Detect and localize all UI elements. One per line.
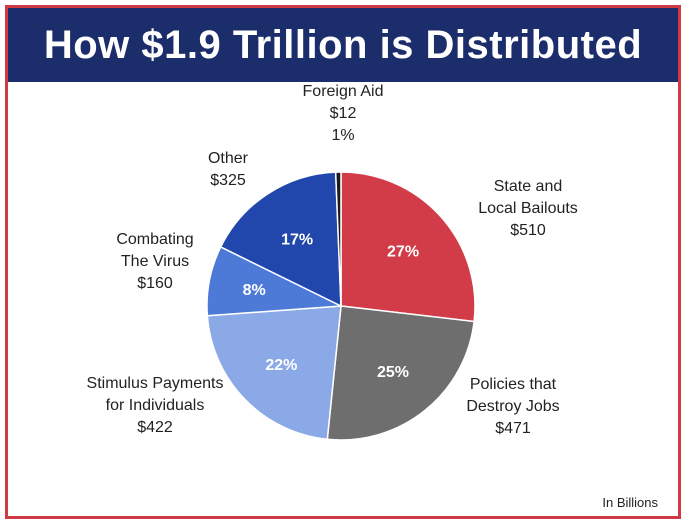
pie-slice-percent-2: 22% xyxy=(265,357,297,374)
pie-slice-4 xyxy=(219,171,342,308)
pie-slice-label-2: Stimulus Payments for Individuals $422 xyxy=(87,375,224,436)
pie-slice-percent-1: 25% xyxy=(377,364,409,381)
pie-slice-percent-0: 27% xyxy=(387,244,419,261)
pie-slice-percent-4: 17% xyxy=(281,232,313,249)
units-note: In Billions xyxy=(602,495,658,510)
pie-slice-1 xyxy=(326,305,475,441)
chart-title: How $1.9 Trillion is Distributed xyxy=(43,22,643,67)
pie-slice-2 xyxy=(206,305,342,441)
pie-slice-label-0: State and Local Bailouts $510 xyxy=(478,178,578,239)
pie-slice-5 xyxy=(334,171,342,307)
pie-slice-0 xyxy=(340,171,476,323)
pie-slice-label-4: Other $325 xyxy=(208,150,249,189)
pie-slice-label-3: Combating The Virus $160 xyxy=(116,231,193,292)
pie-slice-label-5: Foreign Aid $12 1% xyxy=(303,83,384,144)
pie-chart: 27% State and Local Bailouts $510 25% Policie… xyxy=(87,83,578,441)
title-bar: How $1.9 Trillion is Distributed xyxy=(8,8,678,82)
pie-slice-label-1: Policies that Destroy Jobs $471 xyxy=(466,376,559,437)
pie-slice-percent-3: 8% xyxy=(243,282,266,299)
chart-frame: How $1.9 Trillion is Distributed 27% Stat… xyxy=(5,5,681,519)
